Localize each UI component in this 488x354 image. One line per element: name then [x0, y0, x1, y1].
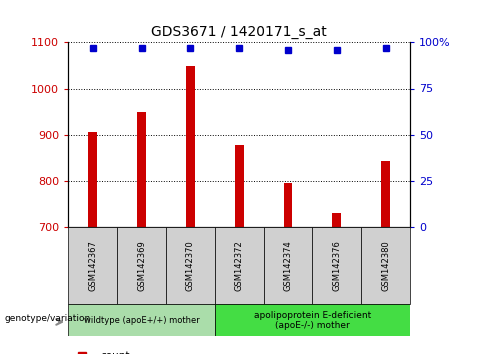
Text: GSM142370: GSM142370: [186, 240, 195, 291]
Text: GSM142376: GSM142376: [332, 240, 341, 291]
Bar: [215, 227, 264, 304]
Bar: [381, 161, 390, 227]
Bar: [186, 67, 195, 227]
Title: GDS3671 / 1420171_s_at: GDS3671 / 1420171_s_at: [151, 25, 327, 39]
Text: apolipoprotein E-deficient
(apoE-/-) mother: apolipoprotein E-deficient (apoE-/-) mot…: [254, 311, 371, 330]
Bar: [312, 227, 361, 304]
Text: wildtype (apoE+/+) mother: wildtype (apoE+/+) mother: [83, 316, 200, 325]
Bar: [117, 227, 166, 304]
Bar: [68, 304, 215, 336]
Text: GSM142372: GSM142372: [235, 240, 244, 291]
Text: GSM142380: GSM142380: [381, 240, 390, 291]
Bar: [68, 227, 117, 304]
Text: count: count: [100, 351, 129, 354]
Bar: [361, 227, 410, 304]
Bar: [137, 113, 146, 227]
Text: GSM142369: GSM142369: [137, 240, 146, 291]
Text: genotype/variation: genotype/variation: [5, 314, 91, 323]
Bar: [284, 183, 292, 227]
Bar: [88, 132, 97, 227]
Bar: [235, 145, 244, 227]
Bar: [215, 304, 410, 336]
Text: GSM142374: GSM142374: [284, 240, 292, 291]
Bar: [332, 213, 341, 227]
Text: GSM142367: GSM142367: [88, 240, 97, 291]
Bar: [166, 227, 215, 304]
Bar: [264, 227, 312, 304]
